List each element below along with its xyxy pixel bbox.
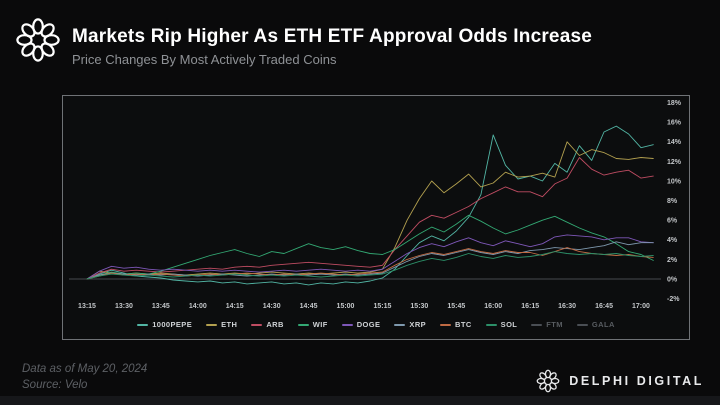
legend-swatch-sol <box>485 323 497 326</box>
y-axis-label: 6% <box>667 218 678 225</box>
legend-item-sol[interactable]: SOL <box>485 320 518 329</box>
chart-panel: 18% 16% 14% 12% 10% 8% 6% 4% 2% 0% -2% 13:15 13:30 13… <box>62 95 690 340</box>
series-line-doge <box>86 234 654 280</box>
series-line-xrp <box>86 241 654 280</box>
source-text: Source: Velo <box>22 379 88 391</box>
page-title: Markets Rip Higher As ETH ETF Approval O… <box>72 26 593 47</box>
delphi-knot-logo-small-icon <box>536 369 560 393</box>
legend-item-gala[interactable]: GALA <box>576 320 615 329</box>
legend-label: GALA <box>591 320 615 329</box>
page-subtitle: Price Changes By Most Actively Traded Co… <box>72 52 337 67</box>
y-axis-label: 18% <box>667 100 682 107</box>
x-axis-label: 13:45 <box>152 303 170 310</box>
bottom-strip <box>0 396 720 405</box>
legend-label: ARB <box>266 320 284 329</box>
x-axis-label: 15:00 <box>337 303 355 310</box>
legend-item-doge[interactable]: DOGE <box>341 320 381 329</box>
legend-label: ETH <box>221 320 238 329</box>
x-axis-label: 14:00 <box>189 303 207 310</box>
legend-swatch-eth <box>206 323 218 326</box>
legend-swatch-1000pepe <box>137 323 149 326</box>
legend-label: BTC <box>455 320 472 329</box>
chart-legend: 1000PEPE ETH ARB WIF DOGE XRP BTC SOL FTM GALA <box>63 320 689 329</box>
price-chart: 18% 16% 14% 12% 10% 8% 6% 4% 2% 0% -2% 13:15 13:30 13… <box>69 100 682 310</box>
y-axis-label: -2% <box>667 296 680 303</box>
legend-swatch-ftm <box>531 323 543 326</box>
x-axis-label: 14:15 <box>226 303 244 310</box>
x-axis-label: 15:15 <box>373 303 391 310</box>
delphi-knot-logo-icon <box>16 18 60 62</box>
x-axis-label: 14:30 <box>263 303 281 310</box>
series-line-wif <box>86 214 654 280</box>
series-line-btc <box>86 247 654 280</box>
legend-swatch-wif <box>297 323 309 326</box>
legend-label: XRP <box>409 320 427 329</box>
brand-wordmark: DELPHI DIGITAL <box>569 374 704 388</box>
x-axis-label: 13:30 <box>115 303 133 310</box>
series-line-eth <box>86 141 654 280</box>
legend-swatch-doge <box>341 323 353 326</box>
y-axis-label: 2% <box>667 257 678 264</box>
x-axis-label: 15:45 <box>447 303 465 310</box>
x-axis-label: 13:15 <box>78 303 96 310</box>
legend-label: 1000PEPE <box>152 320 193 329</box>
legend-item-btc[interactable]: BTC <box>440 320 472 329</box>
y-axis-label: 8% <box>667 198 678 205</box>
y-axis-label: 4% <box>667 237 678 244</box>
legend-label: SOL <box>500 320 518 329</box>
x-axis-label: 16:15 <box>521 303 539 310</box>
x-axis-label: 17:00 <box>632 303 650 310</box>
y-axis-label: 12% <box>667 159 682 166</box>
legend-label: DOGE <box>356 320 381 329</box>
x-axis-label: 16:45 <box>595 303 613 310</box>
y-axis-label: 10% <box>667 178 682 185</box>
footer-attribution: Data as of May 20, 2024 Source: Velo <box>22 361 147 393</box>
series-line-1000pepe <box>86 125 654 286</box>
y-axis-label: 0% <box>667 276 678 283</box>
legend-item-eth[interactable]: ETH <box>206 320 237 329</box>
legend-item-wif[interactable]: WIF <box>297 320 328 329</box>
data-as-of-text: Data as of May 20, 2024 <box>22 363 148 375</box>
legend-swatch-btc <box>440 323 452 326</box>
legend-item-ftm[interactable]: FTM <box>531 320 563 329</box>
legend-swatch-gala <box>576 323 588 326</box>
y-axis-label: 16% <box>667 120 682 127</box>
x-axis-label: 16:00 <box>484 303 502 310</box>
legend-item-arb[interactable]: ARB <box>251 320 283 329</box>
x-axis-label: 14:45 <box>300 303 318 310</box>
legend-label: FTM <box>546 320 563 329</box>
legend-item-xrp[interactable]: XRP <box>394 320 426 329</box>
series-line-arb <box>86 157 654 280</box>
legend-label: WIF <box>312 320 328 329</box>
y-axis-label: 14% <box>667 139 682 146</box>
brand-lockup: DELPHI DIGITAL <box>535 368 704 394</box>
legend-swatch-arb <box>251 323 263 326</box>
x-axis-label: 15:30 <box>410 303 428 310</box>
legend-swatch-xrp <box>394 323 406 326</box>
x-axis-label: 16:30 <box>558 303 576 310</box>
series-line-sol <box>86 251 654 280</box>
legend-item-1000pepe[interactable]: 1000PEPE <box>137 320 192 329</box>
